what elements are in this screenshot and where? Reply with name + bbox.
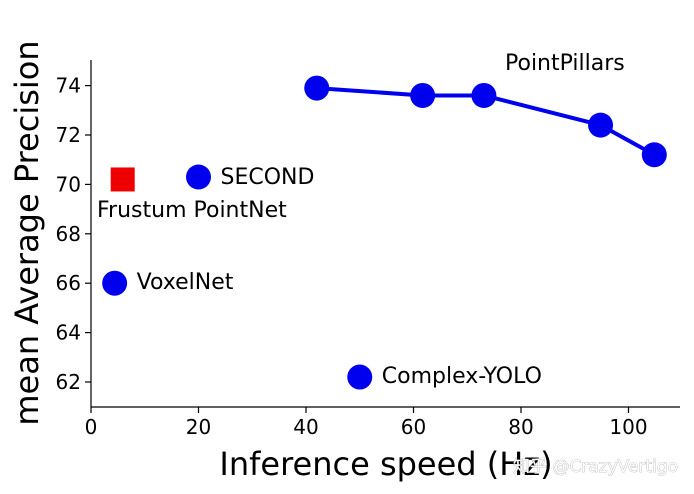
y-tick-label: 68 xyxy=(56,222,81,246)
y-tick-label: 62 xyxy=(56,370,81,394)
point-label: Complex-YOLO xyxy=(382,364,542,389)
data-point xyxy=(347,364,373,390)
data-point xyxy=(588,112,614,138)
series-second xyxy=(186,164,211,190)
data-point xyxy=(102,270,128,296)
x-tick-label: 20 xyxy=(186,415,211,439)
point-label: PointPillars xyxy=(505,51,625,76)
x-tick-label: 60 xyxy=(401,415,426,439)
y-axis-title: mean Average Precision xyxy=(8,40,46,425)
data-point xyxy=(641,142,667,168)
y-tick-label: 72 xyxy=(56,123,81,147)
y-tick-label: 74 xyxy=(56,74,81,98)
y-axis-ticks: 62 64 66 68 70 72 74 xyxy=(56,74,91,394)
x-axis-title: Inference speed (Hz) xyxy=(219,445,552,483)
data-point xyxy=(471,82,497,108)
axes xyxy=(90,60,680,408)
point-label: VoxelNet xyxy=(137,270,234,295)
y-tick-label: 66 xyxy=(56,271,81,295)
point-labels: PointPillars SECOND VoxelNet Complex-YOLO Fr… xyxy=(97,51,625,389)
x-tick-label: 100 xyxy=(609,415,647,439)
y-tick-label: 70 xyxy=(56,172,81,196)
series-frustum-pointnet xyxy=(110,167,135,192)
data-point xyxy=(410,82,436,108)
watermark: 知乎 @CrazyVertigo xyxy=(513,457,678,477)
x-tick-label: 80 xyxy=(508,415,533,439)
data-point-square xyxy=(110,167,135,192)
x-tick-label: 0 xyxy=(85,415,98,439)
x-tick-label: 40 xyxy=(293,415,318,439)
data-point xyxy=(304,75,330,101)
point-label: SECOND xyxy=(221,165,315,190)
series-complex-yolo xyxy=(347,364,373,390)
series-pointpillars xyxy=(304,75,667,168)
y-tick-label: 64 xyxy=(56,321,81,345)
series xyxy=(102,75,667,390)
point-label: Frustum PointNet xyxy=(97,198,287,223)
series-voxelnet xyxy=(102,270,128,296)
data-point xyxy=(186,164,211,190)
x-axis-ticks: 0 20 40 60 80 100 xyxy=(85,407,648,439)
